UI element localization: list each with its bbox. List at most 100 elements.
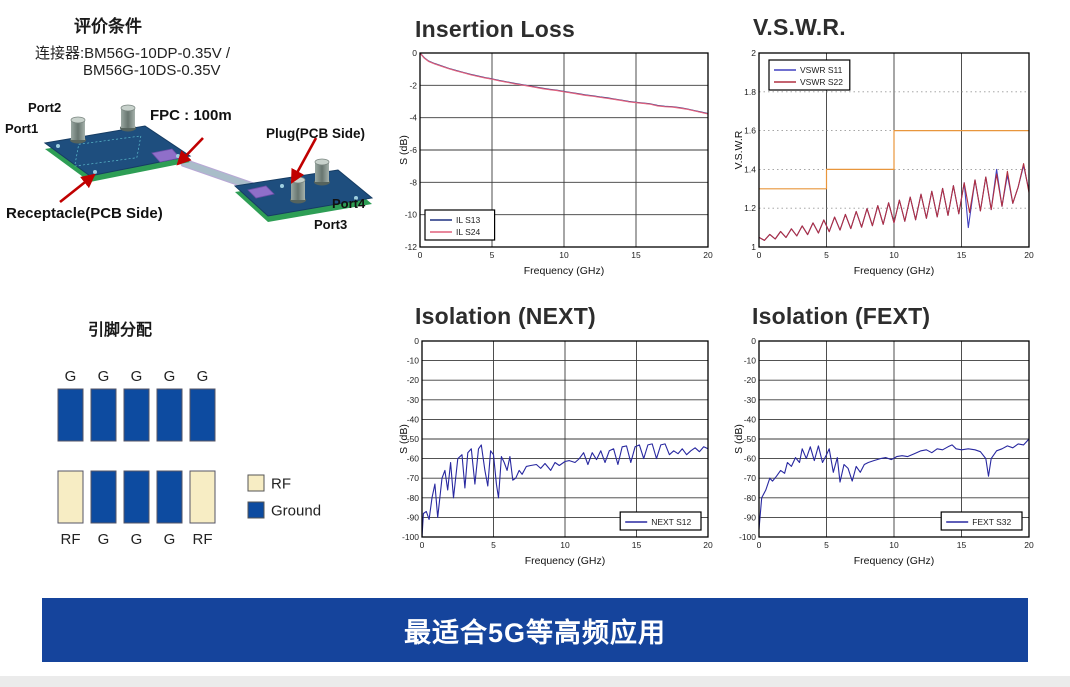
svg-text:G: G <box>65 368 77 385</box>
svg-text:-30: -30 <box>407 395 420 405</box>
isolation-next-title: Isolation (NEXT) <box>415 303 596 329</box>
svg-text:Frequency (GHz): Frequency (GHz) <box>854 555 935 567</box>
svg-text:-70: -70 <box>744 473 757 483</box>
svg-text:1.2: 1.2 <box>744 203 756 213</box>
pin-diagram-svg: G G G G G RF G G G RF RF Ground <box>57 368 321 548</box>
svg-text:S (dB): S (dB) <box>398 135 410 165</box>
svg-text:-60: -60 <box>744 454 757 464</box>
svg-text:-80: -80 <box>744 493 757 503</box>
svg-text:RF: RF <box>193 531 213 548</box>
svg-text:Ground: Ground <box>271 503 321 520</box>
svg-text:20: 20 <box>703 250 713 260</box>
svg-text:FEXT S32: FEXT S32 <box>972 517 1011 527</box>
fpc-arrow <box>176 137 204 166</box>
svg-text:RF: RF <box>61 531 81 548</box>
svg-text:-10: -10 <box>407 356 420 366</box>
svg-text:IL S13: IL S13 <box>456 215 481 225</box>
banner: 最适合5G等高频应用 <box>42 598 1028 662</box>
svg-text:2: 2 <box>751 48 756 58</box>
svg-text:-90: -90 <box>407 512 420 522</box>
port3-label: Port3 <box>314 217 347 232</box>
test-fixture-diagram: circle Port2 Port1 FPC : 100m Plug(PCB S… <box>5 100 374 232</box>
fpc-label: FPC : 100m <box>150 107 232 124</box>
svg-text:-40: -40 <box>407 414 420 424</box>
plug-arrow <box>290 137 318 184</box>
svg-text:1.4: 1.4 <box>744 164 756 174</box>
port4-connector <box>314 158 330 186</box>
svg-text:1.6: 1.6 <box>744 126 756 136</box>
chart-plot: 0 5 10 15 20 0 -10 -20 -30 -40 -50 -60 -70 -80 -90 -100… <box>398 336 713 567</box>
svg-text:-4: -4 <box>409 113 417 123</box>
svg-text:-10: -10 <box>405 210 418 220</box>
svg-text:-90: -90 <box>744 512 757 522</box>
svg-text:0: 0 <box>757 540 762 550</box>
svg-text:10: 10 <box>889 540 899 550</box>
svg-text:20: 20 <box>1024 540 1034 550</box>
svg-text:-2: -2 <box>409 80 417 90</box>
insertion-loss-title: Insertion Loss <box>415 16 575 42</box>
port1-label: Port1 <box>5 121 38 136</box>
svg-text:VSWR S11: VSWR S11 <box>800 65 843 75</box>
svg-text:-60: -60 <box>407 454 420 464</box>
port4-label: Port4 <box>332 196 366 211</box>
connector-model-line2: BM56G-10DS-0.35V <box>83 62 221 79</box>
receptacle-label: Receptacle(PCB Side) <box>6 205 163 222</box>
svg-text:20: 20 <box>703 540 713 550</box>
svg-text:-50: -50 <box>744 434 757 444</box>
svg-text:5: 5 <box>824 540 829 550</box>
insertion-loss-chart: 0 5 10 15 20 0 -2 -4 -6 -8 -10 -12 Frequency (GHz) S … <box>398 45 720 288</box>
vswr-chart: 0 5 10 15 20 1 1.2 1.4 1.6 1.8 2 Frequency (GHz) V.S… <box>733 43 1035 288</box>
port2-connector <box>120 104 136 132</box>
chart-plot: 0 5 10 15 20 0 -10 -20 -30 -40 -50 -60 -70 -80 -90 -100… <box>733 336 1034 567</box>
svg-text:0: 0 <box>412 48 417 58</box>
svg-text:-70: -70 <box>407 473 420 483</box>
plug-label: Plug(PCB Side) <box>266 126 365 141</box>
svg-text:VSWR S22: VSWR S22 <box>800 77 843 87</box>
svg-text:15: 15 <box>957 540 967 550</box>
connector-model-line1: 连接器:BM56G-10DP-0.35V / <box>35 45 231 62</box>
svg-text:S (dB): S (dB) <box>398 424 410 454</box>
svg-text:10: 10 <box>889 250 899 260</box>
receptacle-arrow <box>59 173 96 204</box>
svg-text:G: G <box>197 368 209 385</box>
svg-text:G: G <box>131 531 143 548</box>
svg-text:1: 1 <box>751 242 756 252</box>
svg-text:0: 0 <box>414 336 419 346</box>
chart-plot: 0 5 10 15 20 0 -2 -4 -6 -8 -10 -12 Frequency (GHz) S … <box>398 48 713 277</box>
svg-text:-80: -80 <box>407 493 420 503</box>
svg-text:-100: -100 <box>739 532 756 542</box>
svg-text:15: 15 <box>632 540 642 550</box>
svg-text:G: G <box>98 531 110 548</box>
svg-text:-20: -20 <box>407 375 420 385</box>
svg-text:NEXT S12: NEXT S12 <box>651 517 691 527</box>
svg-text:Frequency (GHz): Frequency (GHz) <box>524 265 605 277</box>
svg-text:10: 10 <box>560 540 570 550</box>
svg-text:-30: -30 <box>744 395 757 405</box>
svg-text:G: G <box>164 368 176 385</box>
svg-text:G: G <box>131 368 143 385</box>
svg-text:15: 15 <box>631 250 641 260</box>
svg-text:-10: -10 <box>744 356 757 366</box>
svg-text:-50: -50 <box>407 434 420 444</box>
svg-text:-6: -6 <box>409 145 417 155</box>
svg-text:5: 5 <box>824 250 829 260</box>
banner-text: 最适合5G等高频应用 <box>403 617 667 648</box>
svg-text:G: G <box>98 368 110 385</box>
svg-text:0: 0 <box>420 540 425 550</box>
svg-text:-100: -100 <box>402 532 419 542</box>
svg-text:IL S24: IL S24 <box>456 227 481 237</box>
svg-text:S (dB): S (dB) <box>733 424 745 454</box>
isolation-fext-title: Isolation (FEXT) <box>752 303 931 329</box>
svg-text:-12: -12 <box>405 242 418 252</box>
receptacle-board <box>43 125 192 182</box>
svg-text:Frequency (GHz): Frequency (GHz) <box>854 265 935 277</box>
svg-text:15: 15 <box>957 250 967 260</box>
svg-text:-20: -20 <box>744 375 757 385</box>
svg-text:20: 20 <box>1024 250 1034 260</box>
svg-text:0: 0 <box>751 336 756 346</box>
svg-text:Frequency (GHz): Frequency (GHz) <box>525 555 606 567</box>
svg-text:5: 5 <box>490 250 495 260</box>
port2-label: Port2 <box>28 100 61 115</box>
bottom-strip <box>0 676 1070 687</box>
